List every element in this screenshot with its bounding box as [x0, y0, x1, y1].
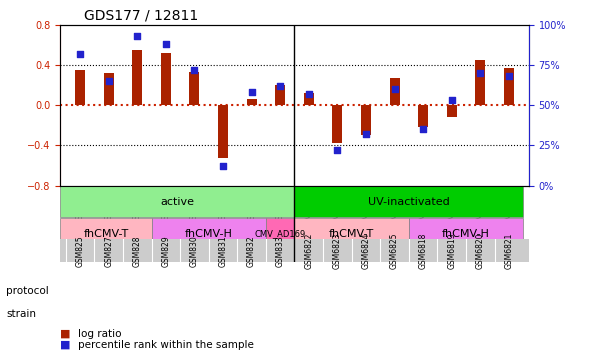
- Text: GSM825: GSM825: [76, 235, 85, 267]
- Text: GSM830: GSM830: [190, 235, 199, 267]
- FancyBboxPatch shape: [409, 218, 523, 249]
- Text: ■: ■: [60, 329, 70, 339]
- Text: fhCMV-H: fhCMV-H: [185, 229, 233, 239]
- FancyBboxPatch shape: [60, 218, 151, 249]
- Text: GSM6819: GSM6819: [447, 232, 456, 269]
- Text: GSM6820: GSM6820: [476, 232, 485, 269]
- Text: GSM6818: GSM6818: [419, 233, 428, 269]
- Bar: [304, 93, 314, 105]
- Bar: [275, 85, 285, 105]
- Point: [361, 131, 371, 137]
- Bar: [246, 99, 257, 105]
- Point: [389, 86, 399, 92]
- Text: fhCMV-T: fhCMV-T: [329, 229, 374, 239]
- FancyBboxPatch shape: [151, 218, 266, 249]
- FancyBboxPatch shape: [294, 218, 409, 249]
- Point: [275, 83, 285, 89]
- Text: strain: strain: [6, 309, 36, 319]
- Bar: [447, 105, 457, 117]
- Text: GSM831: GSM831: [219, 235, 228, 267]
- Point: [218, 164, 228, 169]
- Text: GSM6824: GSM6824: [361, 232, 370, 269]
- Text: GSM832: GSM832: [247, 235, 256, 267]
- FancyBboxPatch shape: [294, 186, 523, 217]
- Text: protocol: protocol: [6, 286, 49, 296]
- Text: GSM829: GSM829: [161, 235, 170, 267]
- Point: [247, 90, 257, 95]
- Point: [104, 78, 114, 84]
- Point: [447, 97, 457, 104]
- Text: ■: ■: [60, 340, 70, 350]
- Text: log ratio: log ratio: [78, 329, 121, 339]
- Bar: [132, 50, 142, 105]
- Text: CMV_AD169: CMV_AD169: [255, 229, 306, 238]
- Bar: [75, 70, 85, 105]
- FancyBboxPatch shape: [266, 218, 294, 249]
- Text: UV-inactivated: UV-inactivated: [368, 197, 450, 207]
- Point: [332, 147, 342, 153]
- Bar: [475, 60, 485, 105]
- Point: [504, 74, 514, 79]
- Bar: [189, 72, 200, 105]
- Text: GSM827: GSM827: [104, 235, 113, 267]
- Bar: [504, 68, 514, 105]
- Point: [132, 34, 142, 39]
- Text: GSM6825: GSM6825: [390, 232, 399, 269]
- Bar: [218, 105, 228, 157]
- Point: [161, 41, 171, 47]
- Text: GSM6822: GSM6822: [304, 233, 313, 269]
- Bar: [418, 105, 428, 127]
- Point: [418, 127, 428, 132]
- Bar: [361, 105, 371, 135]
- Text: fhCMV-H: fhCMV-H: [442, 229, 490, 239]
- Point: [190, 67, 200, 73]
- Point: [75, 51, 85, 57]
- Bar: [332, 105, 343, 144]
- Point: [475, 70, 485, 76]
- Bar: [389, 78, 400, 105]
- Text: GSM828: GSM828: [133, 235, 142, 267]
- Text: GSM6821: GSM6821: [504, 233, 513, 269]
- Text: percentile rank within the sample: percentile rank within the sample: [78, 340, 254, 350]
- Point: [304, 91, 314, 97]
- Bar: [161, 53, 171, 105]
- Text: fhCMV-T: fhCMV-T: [83, 229, 129, 239]
- Text: active: active: [160, 197, 194, 207]
- Text: GSM833: GSM833: [276, 235, 285, 267]
- Text: GSM6823: GSM6823: [333, 232, 342, 269]
- Text: GDS177 / 12811: GDS177 / 12811: [84, 9, 198, 22]
- Bar: [104, 73, 114, 105]
- FancyBboxPatch shape: [60, 186, 294, 217]
